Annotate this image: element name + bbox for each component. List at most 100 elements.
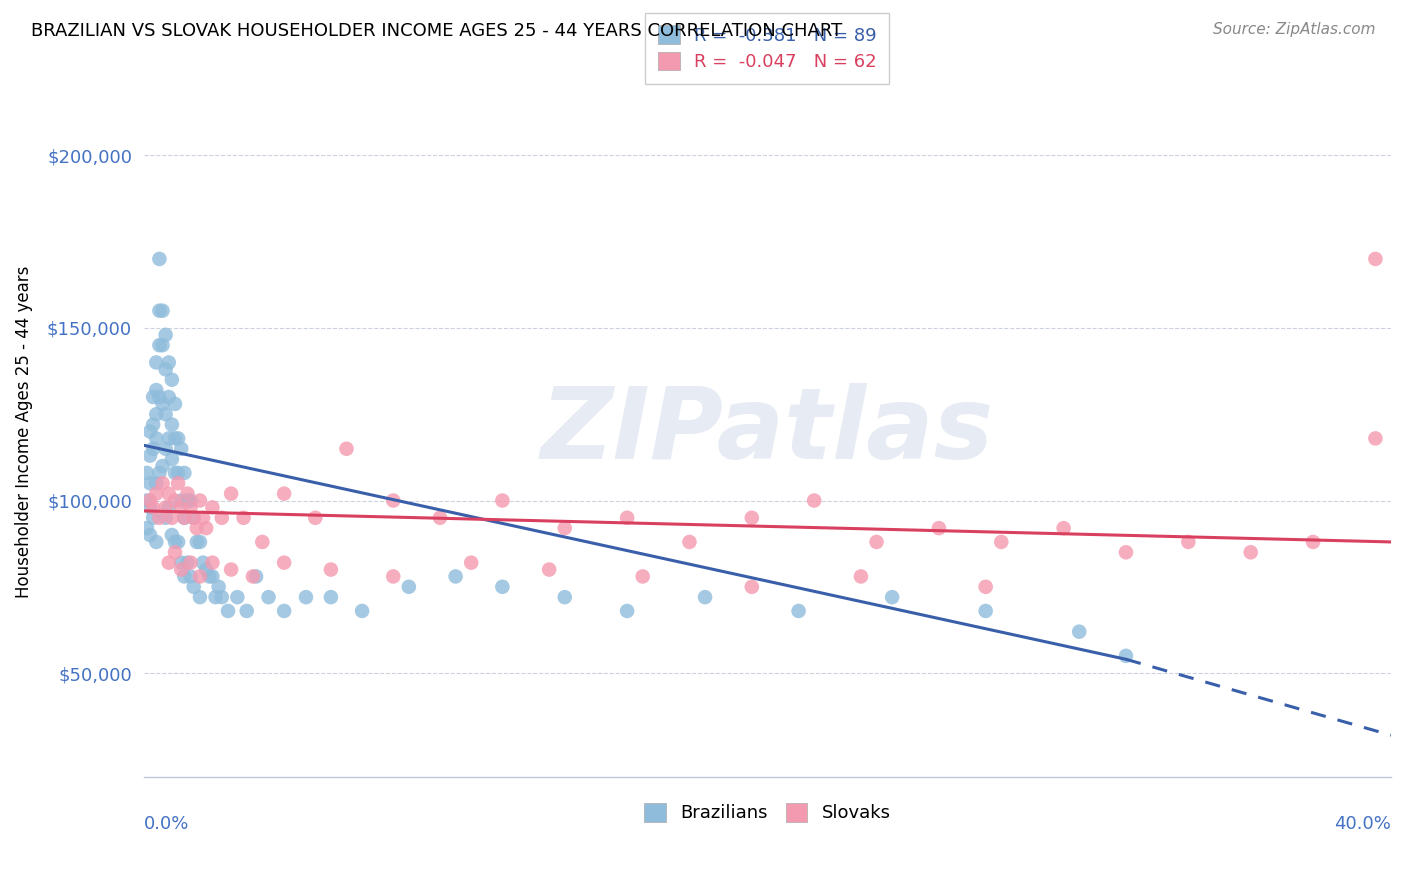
- Point: [211, 510, 233, 524]
- Point: [145, 383, 167, 397]
- Point: [167, 466, 190, 480]
- Point: [319, 563, 342, 577]
- Point: [180, 493, 202, 508]
- Point: [204, 590, 226, 604]
- Point: [145, 486, 167, 500]
- Point: [157, 556, 180, 570]
- Point: [173, 569, 195, 583]
- Point: [170, 500, 193, 515]
- Point: [139, 528, 162, 542]
- Point: [787, 604, 810, 618]
- Point: [183, 580, 205, 594]
- Point: [173, 510, 195, 524]
- Point: [1364, 252, 1386, 266]
- Point: [226, 590, 249, 604]
- Point: [188, 493, 211, 508]
- Point: [163, 493, 186, 508]
- Point: [208, 580, 231, 594]
- Point: [631, 569, 654, 583]
- Point: [155, 510, 177, 524]
- Point: [136, 493, 159, 508]
- Point: [155, 500, 177, 515]
- Point: [219, 563, 242, 577]
- Point: [148, 252, 170, 266]
- Point: [273, 556, 295, 570]
- Point: [538, 563, 561, 577]
- Point: [319, 590, 342, 604]
- Point: [157, 431, 180, 445]
- Point: [157, 355, 180, 369]
- Point: [167, 535, 190, 549]
- Point: [191, 510, 214, 524]
- Point: [990, 535, 1012, 549]
- Point: [170, 493, 193, 508]
- Point: [928, 521, 950, 535]
- Point: [155, 442, 177, 456]
- Point: [616, 604, 638, 618]
- Point: [242, 569, 264, 583]
- Point: [198, 569, 221, 583]
- Point: [139, 500, 162, 515]
- Point: [252, 535, 274, 549]
- Point: [160, 510, 183, 524]
- Point: [219, 486, 242, 500]
- Point: [173, 510, 195, 524]
- Point: [142, 510, 165, 524]
- Point: [188, 569, 211, 583]
- Point: [148, 390, 170, 404]
- Point: [1115, 545, 1137, 559]
- Point: [167, 431, 190, 445]
- Text: BRAZILIAN VS SLOVAK HOUSEHOLDER INCOME AGES 25 - 44 YEARS CORRELATION CHART: BRAZILIAN VS SLOVAK HOUSEHOLDER INCOME A…: [31, 22, 842, 40]
- Point: [180, 556, 202, 570]
- Point: [741, 580, 763, 594]
- Point: [882, 590, 904, 604]
- Point: [1115, 648, 1137, 663]
- Point: [195, 521, 218, 535]
- Point: [235, 604, 257, 618]
- Point: [201, 556, 224, 570]
- Point: [152, 303, 174, 318]
- Point: [195, 563, 218, 577]
- Point: [163, 431, 186, 445]
- Point: [160, 373, 183, 387]
- Point: [180, 500, 202, 515]
- Point: [678, 535, 700, 549]
- Point: [974, 604, 997, 618]
- Point: [173, 466, 195, 480]
- Point: [1302, 535, 1324, 549]
- Point: [295, 590, 318, 604]
- Point: [145, 355, 167, 369]
- Text: 0.0%: 0.0%: [143, 814, 190, 832]
- Point: [693, 590, 716, 604]
- Point: [382, 569, 405, 583]
- Point: [142, 390, 165, 404]
- Point: [1364, 431, 1386, 445]
- Point: [1052, 521, 1074, 535]
- Point: [188, 590, 211, 604]
- Point: [176, 556, 198, 570]
- Point: [152, 397, 174, 411]
- Point: [152, 476, 174, 491]
- Point: [155, 407, 177, 421]
- Point: [157, 486, 180, 500]
- Point: [211, 590, 233, 604]
- Point: [167, 476, 190, 491]
- Point: [460, 556, 482, 570]
- Point: [201, 569, 224, 583]
- Point: [554, 521, 576, 535]
- Point: [352, 604, 374, 618]
- Point: [188, 535, 211, 549]
- Point: [145, 431, 167, 445]
- Point: [1069, 624, 1091, 639]
- Point: [139, 449, 162, 463]
- Point: [155, 362, 177, 376]
- Point: [183, 510, 205, 524]
- Point: [335, 442, 357, 456]
- Point: [398, 580, 420, 594]
- Text: Source: ZipAtlas.com: Source: ZipAtlas.com: [1212, 22, 1375, 37]
- Point: [176, 486, 198, 500]
- Y-axis label: Householder Income Ages 25 - 44 years: Householder Income Ages 25 - 44 years: [15, 265, 32, 598]
- Point: [157, 390, 180, 404]
- Point: [148, 510, 170, 524]
- Point: [491, 580, 513, 594]
